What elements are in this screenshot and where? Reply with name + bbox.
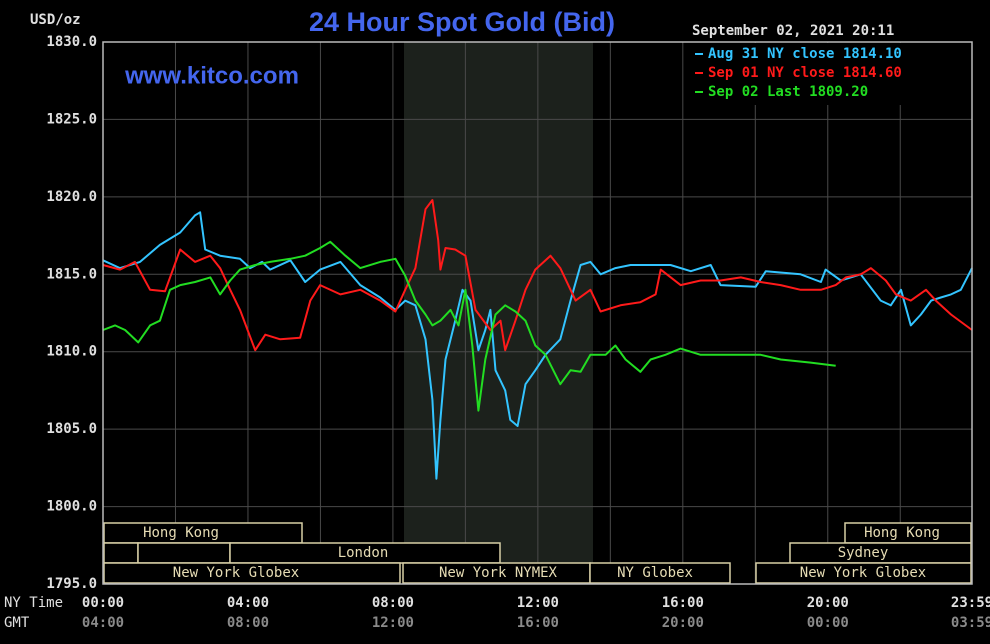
x-tick-label: 12:00 (517, 595, 559, 611)
x2-tick-label: 00:00 (807, 615, 849, 631)
session-label: NY Globex (617, 565, 693, 581)
session-label: New York NYMEX (439, 565, 558, 581)
session-label: London (338, 545, 389, 561)
y-tick-label: 1825.0 (46, 111, 97, 127)
legend-box (685, 43, 971, 105)
x-tick-label: 23:59 (951, 595, 990, 611)
x2-axis-label: GMT (4, 615, 30, 631)
y-tick-label: 1810.0 (46, 344, 97, 360)
x-tick-label: 08:00 (372, 595, 414, 611)
session-label: Hong Kong (864, 525, 940, 541)
session-label: New York Globex (173, 565, 299, 581)
site-annotation: www.kitco.com (124, 62, 299, 89)
series-line (102, 199, 973, 352)
x-tick-label: 00:00 (82, 595, 124, 611)
x2-tick-label: 04:00 (82, 615, 124, 631)
legend-entry: Sep 02 Last 1809.20 (708, 84, 868, 100)
session-box (589, 562, 731, 584)
y-tick-label: 1830.0 (46, 34, 97, 50)
chart-title: 24 Hour Spot Gold (Bid) (309, 7, 615, 37)
y-tick-label: 1820.0 (46, 189, 97, 205)
session-label: Sydney (838, 545, 889, 561)
y-tick-label: 1795.0 (46, 576, 97, 592)
session-label: New York Globex (800, 565, 926, 581)
session-box (137, 542, 231, 564)
x2-tick-label: 20:00 (662, 615, 704, 631)
session-box (103, 562, 401, 584)
y-tick-label: 1800.0 (46, 499, 97, 515)
y-tick-label: 1815.0 (46, 266, 97, 282)
y-axis-label: USD/oz (30, 12, 81, 28)
session-box (755, 562, 972, 584)
x2-tick-label: 03:59 (951, 615, 990, 631)
x2-tick-label: 08:00 (227, 615, 269, 631)
x-axis-label: NY Time (4, 595, 63, 611)
x-tick-label: 20:00 (807, 595, 849, 611)
x2-tick-label: 12:00 (372, 615, 414, 631)
session-box (103, 542, 139, 564)
y-tick-label: 1805.0 (46, 421, 97, 437)
series-line (102, 240, 836, 412)
x-tick-label: 04:00 (227, 595, 269, 611)
series-line (102, 211, 973, 480)
legend-entry: Sep 01 NY close 1814.60 (708, 65, 902, 81)
x2-tick-label: 16:00 (517, 615, 559, 631)
legend-entry: Aug 31 NY close 1814.10 (708, 46, 902, 62)
plot-frame (102, 41, 973, 585)
x-tick-label: 16:00 (662, 595, 704, 611)
session-label: Hong Kong (143, 525, 219, 541)
timestamp: September 02, 2021 20:11 (692, 23, 894, 39)
